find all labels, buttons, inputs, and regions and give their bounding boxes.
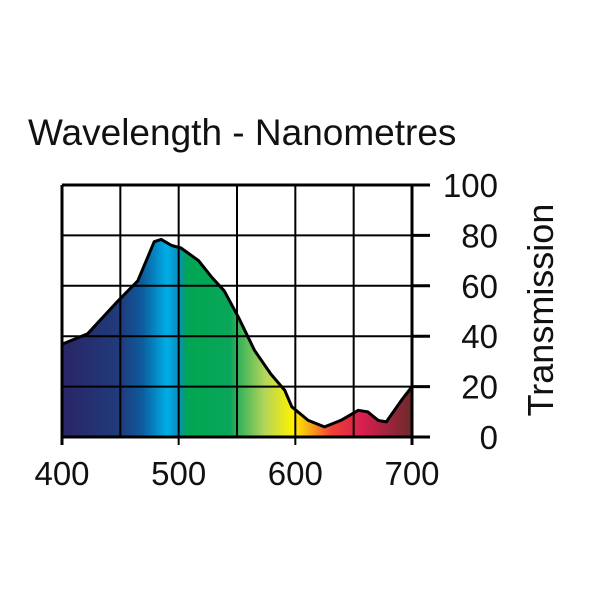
chart-title: Wavelength - Nanometres	[28, 112, 456, 153]
x-tick-label: 500	[151, 455, 206, 492]
y-axis-label: Transmission	[520, 204, 561, 417]
x-tick-label: 700	[384, 455, 439, 492]
y-tick-label: 80	[461, 217, 498, 254]
x-tick-label: 600	[268, 455, 323, 492]
y-tick-label: 60	[461, 268, 498, 305]
x-tick-label: 400	[34, 455, 89, 492]
grid	[60, 183, 430, 445]
y-tick-label: 100	[443, 167, 498, 204]
transmission-curve	[61, 237, 414, 429]
y-tick-label: 20	[461, 369, 498, 406]
y-tick-label: 40	[461, 318, 498, 355]
y-tick-label: 0	[480, 419, 498, 456]
